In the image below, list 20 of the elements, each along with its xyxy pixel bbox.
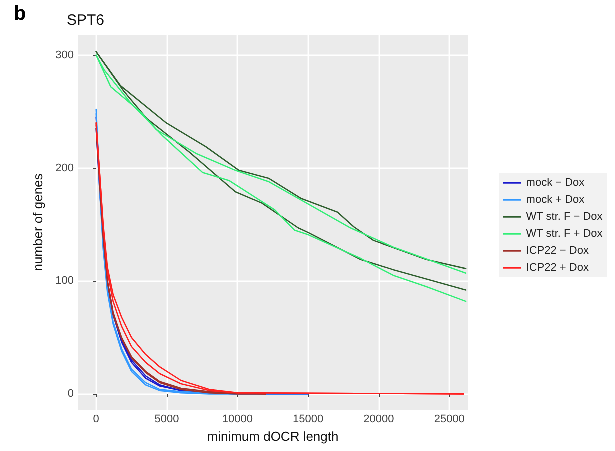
text: b (14, 3, 26, 25)
legend-label: ICP22 − Dox (526, 245, 590, 257)
x-tick-label: 10000 (222, 414, 253, 426)
x-tick-label: 5000 (154, 414, 180, 426)
y-tick-label: 0 (68, 388, 74, 400)
y-tick-label: 200 (56, 162, 74, 174)
x-axis-title: minimum dOCR length (207, 428, 339, 444)
legend-label: mock + Dox (526, 194, 586, 206)
legend-label: WT str. F + Dox (526, 228, 604, 240)
legend-label: mock − Dox (526, 177, 586, 189)
x-tick-label: 0 (93, 414, 100, 426)
chart-title: SPT6 (67, 12, 105, 29)
y-axis-title: number of genes (30, 173, 46, 272)
x-tick-label: 20000 (364, 414, 394, 426)
y-tick-label: 100 (56, 275, 74, 288)
x-tick-label: 15000 (293, 414, 324, 426)
y-tick-label: 300 (56, 49, 74, 62)
x-tick-label: 25000 (434, 414, 465, 426)
legend-label: ICP22 + Dox (526, 262, 590, 274)
legend-label: WT str. F − Dox (526, 211, 604, 223)
